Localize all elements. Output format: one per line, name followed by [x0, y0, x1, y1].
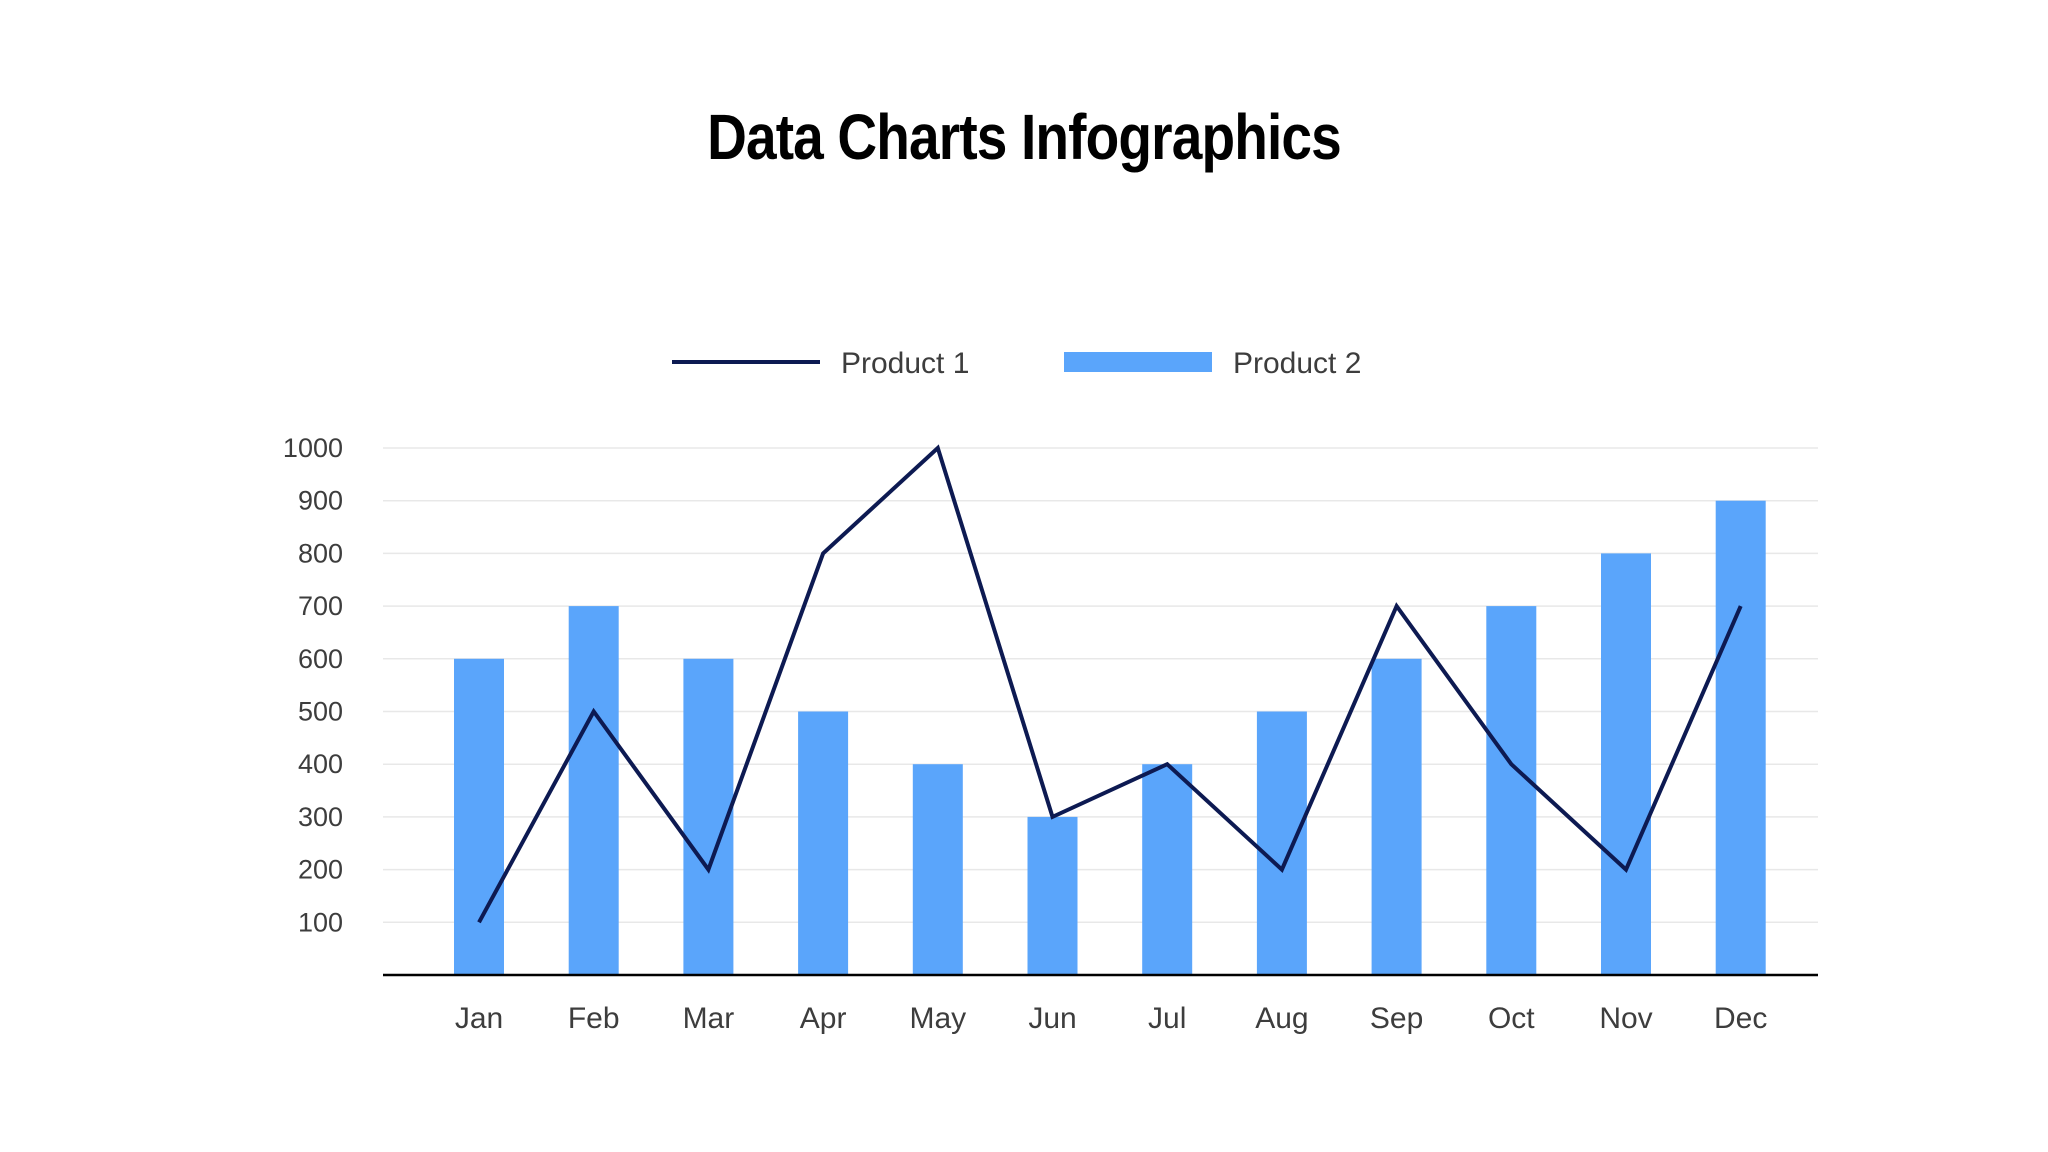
bar-nov [1601, 553, 1651, 975]
y-tick-label: 900 [298, 486, 343, 516]
x-tick-label: Apr [800, 1002, 847, 1035]
x-tick-label: Jun [1028, 1002, 1076, 1035]
x-tick-label: Oct [1488, 1002, 1535, 1035]
bar-mar [683, 658, 734, 975]
y-tick-label: 300 [298, 802, 343, 832]
bar-jul [1142, 764, 1193, 975]
gridlines [383, 447, 1818, 924]
y-tick-label: 1000 [283, 433, 343, 463]
bar-dec [1715, 500, 1766, 975]
bar-may [912, 764, 963, 975]
x-tick-label: Jan [455, 1002, 503, 1035]
x-tick-label: Feb [568, 1002, 620, 1035]
product-1-line [477, 444, 1743, 924]
bar-feb [568, 606, 619, 975]
y-tick-label: 100 [298, 907, 343, 937]
page-title: Data Charts Infographics [707, 101, 1342, 173]
bar-sep [1371, 658, 1422, 975]
y-tick-label: 800 [298, 538, 343, 568]
y-tick-label: 700 [298, 591, 343, 621]
x-tick-label: Mar [683, 1002, 735, 1035]
legend-bar-swatch [1064, 352, 1212, 372]
bar-oct [1486, 606, 1537, 975]
bar-aug [1256, 711, 1307, 975]
axes: 100 200 300 400 500 600 700 800 900 1000 Jan Feb Mar… [283, 433, 1818, 1035]
x-tick-label: Sep [1370, 1002, 1423, 1035]
x-tick-label: Dec [1714, 1002, 1767, 1035]
legend-label-product-1: Product 1 [841, 347, 969, 380]
bar-jun [1027, 816, 1078, 975]
bar-jan [454, 658, 504, 975]
bar-apr [798, 711, 849, 975]
y-tick-label: 600 [298, 644, 343, 674]
legend: Product 1 Product 2 [672, 347, 1361, 380]
y-tick-label: 200 [298, 855, 343, 885]
bar-series [454, 500, 1766, 975]
y-tick-label: 500 [298, 697, 343, 727]
legend-label-product-2: Product 2 [1233, 347, 1361, 380]
y-tick-label: 400 [298, 749, 343, 779]
line-series [477, 444, 1743, 924]
x-tick-label: Aug [1255, 1002, 1308, 1035]
x-tick-label: Nov [1599, 1002, 1652, 1035]
x-tick-label: May [909, 1002, 966, 1035]
x-tick-label: Jul [1148, 1002, 1186, 1035]
